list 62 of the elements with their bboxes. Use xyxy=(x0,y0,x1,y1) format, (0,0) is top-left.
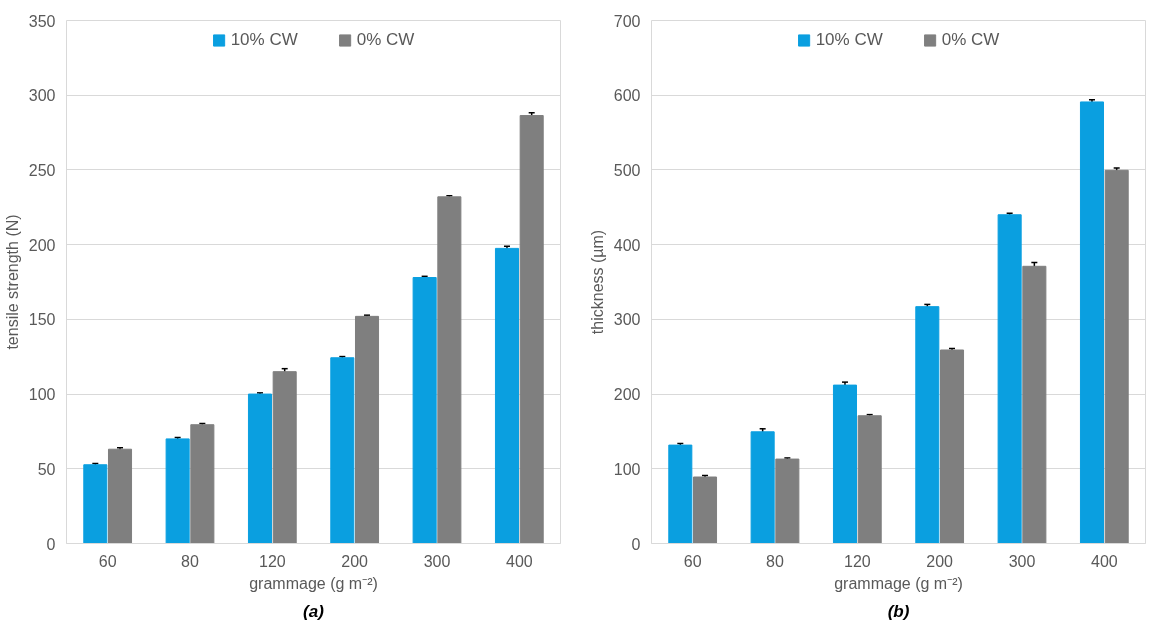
bar xyxy=(272,371,297,544)
y-tick-label: 400 xyxy=(613,236,641,254)
y-axis-title: thickness (µm) xyxy=(588,229,606,335)
y-axis-title: tensile strength (N) xyxy=(3,214,21,350)
x-tick-label: 60 xyxy=(98,552,117,570)
y-tick-label: 700 xyxy=(613,12,641,30)
text: (b) xyxy=(887,601,910,621)
x-tick-label: 120 xyxy=(258,552,286,570)
y-tick-label: 350 xyxy=(28,12,56,30)
text: (a) xyxy=(303,601,325,621)
bar xyxy=(165,438,190,544)
x-tick-label: 200 xyxy=(926,552,954,570)
legend-label: 10% CW xyxy=(230,30,298,50)
bar xyxy=(832,384,858,544)
x-tick-label: 60 xyxy=(683,552,702,570)
y-tick-label: 0 xyxy=(631,535,641,553)
bar xyxy=(668,444,693,544)
x-tick-label: 400 xyxy=(505,552,533,570)
bar xyxy=(915,306,940,544)
x-tick-label: 200 xyxy=(341,552,369,570)
bar xyxy=(997,214,1022,544)
legend-label: 0% CW xyxy=(941,30,1000,50)
x-axis-title: grammage (g m⁻²) xyxy=(834,574,963,592)
bar xyxy=(1104,169,1129,544)
y-tick-label: 100 xyxy=(28,386,56,404)
bar xyxy=(1079,101,1105,544)
y-tick-label: 0 xyxy=(46,535,56,553)
x-tick-label: 80 xyxy=(766,552,784,570)
legend-label: 10% CW xyxy=(815,30,883,50)
x-axis-title: grammage (g m⁻²) xyxy=(249,574,378,592)
bar xyxy=(1022,265,1047,544)
bar xyxy=(83,464,108,544)
bar xyxy=(247,393,273,544)
y-tick-label: 500 xyxy=(613,161,641,179)
bar xyxy=(354,315,380,544)
y-tick-label: 50 xyxy=(37,460,56,478)
y-tick-label: 600 xyxy=(613,87,641,105)
bar xyxy=(494,247,520,544)
y-tick-label: 300 xyxy=(613,311,641,329)
x-tick-label: 300 xyxy=(1008,552,1036,570)
bar xyxy=(107,448,133,544)
bar xyxy=(750,431,775,544)
x-tick-label: 400 xyxy=(1090,552,1118,570)
bar xyxy=(330,357,355,544)
x-tick-label: 120 xyxy=(843,552,871,570)
y-tick-label: 300 xyxy=(28,87,56,105)
x-tick-label: 300 xyxy=(423,552,451,570)
bar xyxy=(519,115,544,544)
y-tick-label: 200 xyxy=(613,386,641,404)
legend-label: 0% CW xyxy=(356,30,415,50)
x-tick-label: 80 xyxy=(181,552,199,570)
bar xyxy=(437,196,462,544)
bar xyxy=(190,424,215,544)
bar xyxy=(692,476,718,544)
y-tick-label: 150 xyxy=(28,311,56,329)
y-tick-label: 250 xyxy=(28,161,56,179)
bar xyxy=(939,349,965,544)
y-tick-label: 100 xyxy=(613,460,641,478)
bar xyxy=(775,458,800,544)
y-tick-label: 200 xyxy=(28,236,56,254)
bar xyxy=(412,277,437,544)
bar xyxy=(857,415,882,544)
